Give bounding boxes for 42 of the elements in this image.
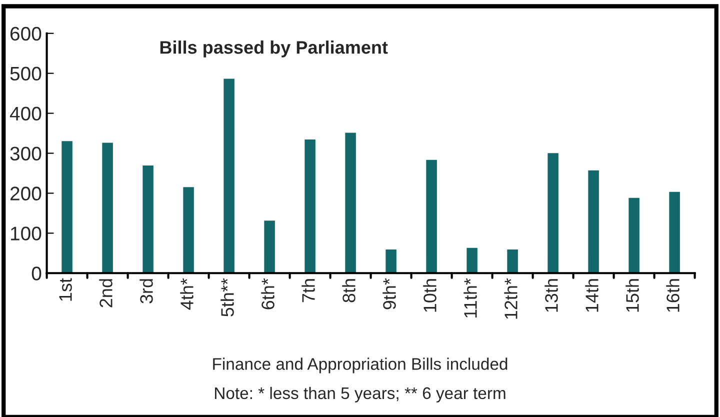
x-tick-label: 1st xyxy=(59,278,72,301)
bar xyxy=(506,248,520,274)
bar xyxy=(546,152,560,274)
x-tick-label: 5th** xyxy=(220,278,234,316)
y-tick-label: 600 xyxy=(10,26,42,41)
x-tick-label: 11th* xyxy=(464,278,477,318)
x-tick-label: 4th* xyxy=(180,278,194,310)
x-tick-label: 12th* xyxy=(504,278,518,319)
x-tick-label: 13th xyxy=(544,279,558,312)
y-tick-label: 100 xyxy=(10,226,42,240)
bar xyxy=(465,246,479,274)
bar xyxy=(668,190,682,274)
x-tick-label: 10th xyxy=(423,279,436,312)
bar xyxy=(182,186,196,274)
bar xyxy=(586,168,600,274)
x-tick-label: 2nd xyxy=(99,279,112,308)
y-tick-label: 200 xyxy=(10,186,42,200)
x-tick-label: 6th* xyxy=(261,278,274,310)
chart-title: Bills passed by Parliament xyxy=(160,40,388,58)
x-tick-label: 7th xyxy=(302,279,315,302)
y-tick-label: 500 xyxy=(10,66,42,81)
bar xyxy=(303,138,317,274)
bar xyxy=(222,77,236,274)
x-tick-label: 9th* xyxy=(382,278,396,310)
x-tick-label: 14th xyxy=(585,279,598,312)
text: Finance and Appropriation Bills included xyxy=(213,358,508,374)
text: Note: * less than 5 years; ** 6 year term xyxy=(215,386,506,402)
bar xyxy=(627,196,641,274)
bar xyxy=(100,141,114,274)
bar xyxy=(262,219,276,274)
bar xyxy=(384,248,398,274)
bar xyxy=(141,164,155,274)
bar xyxy=(424,158,438,274)
x-tick-label: 15th xyxy=(626,279,639,312)
bar xyxy=(60,140,74,274)
x-tick-label: 16th xyxy=(666,279,680,312)
x-tick-label: 3rd xyxy=(140,279,153,304)
y-tick-label: 400 xyxy=(10,106,42,121)
bar xyxy=(344,131,358,274)
y-tick-label: 0 xyxy=(32,266,42,280)
x-tick-label: 8th xyxy=(342,279,356,302)
y-tick-label: 300 xyxy=(10,146,42,160)
